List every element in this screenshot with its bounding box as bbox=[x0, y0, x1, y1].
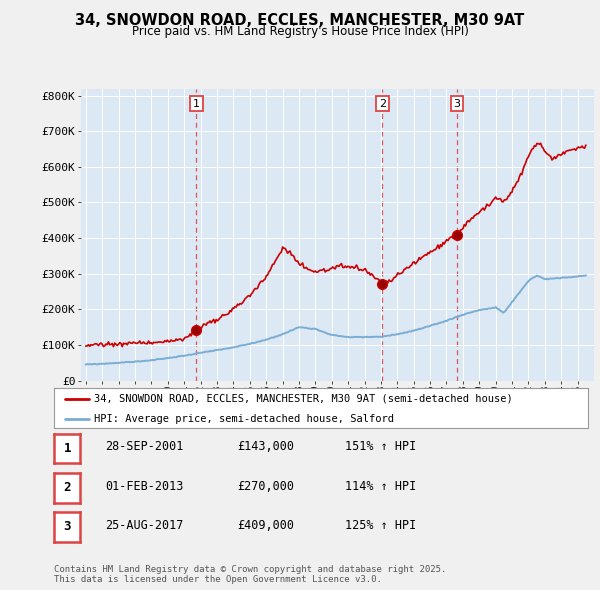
Text: 34, SNOWDON ROAD, ECCLES, MANCHESTER, M30 9AT: 34, SNOWDON ROAD, ECCLES, MANCHESTER, M3… bbox=[76, 13, 524, 28]
Text: 3: 3 bbox=[454, 99, 461, 109]
Text: HPI: Average price, semi-detached house, Salford: HPI: Average price, semi-detached house,… bbox=[94, 414, 394, 424]
Text: 151% ↑ HPI: 151% ↑ HPI bbox=[345, 440, 416, 453]
Text: 1: 1 bbox=[64, 442, 71, 455]
Text: 2: 2 bbox=[379, 99, 386, 109]
Text: Contains HM Land Registry data © Crown copyright and database right 2025.
This d: Contains HM Land Registry data © Crown c… bbox=[54, 565, 446, 584]
Text: 3: 3 bbox=[64, 520, 71, 533]
Text: 114% ↑ HPI: 114% ↑ HPI bbox=[345, 480, 416, 493]
Text: 28-SEP-2001: 28-SEP-2001 bbox=[105, 440, 184, 453]
Text: Price paid vs. HM Land Registry's House Price Index (HPI): Price paid vs. HM Land Registry's House … bbox=[131, 25, 469, 38]
Text: £409,000: £409,000 bbox=[237, 519, 294, 532]
Text: 25-AUG-2017: 25-AUG-2017 bbox=[105, 519, 184, 532]
Text: £143,000: £143,000 bbox=[237, 440, 294, 453]
Text: 34, SNOWDON ROAD, ECCLES, MANCHESTER, M30 9AT (semi-detached house): 34, SNOWDON ROAD, ECCLES, MANCHESTER, M3… bbox=[94, 394, 513, 404]
Text: 2: 2 bbox=[64, 481, 71, 494]
Text: 01-FEB-2013: 01-FEB-2013 bbox=[105, 480, 184, 493]
Text: 125% ↑ HPI: 125% ↑ HPI bbox=[345, 519, 416, 532]
Text: 1: 1 bbox=[193, 99, 200, 109]
Text: £270,000: £270,000 bbox=[237, 480, 294, 493]
